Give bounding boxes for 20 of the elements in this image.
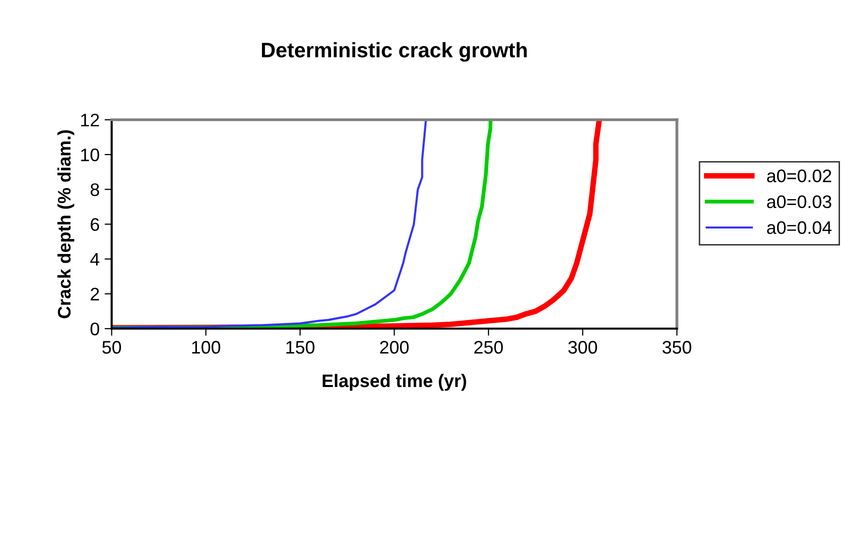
y-tick-label: 2 [90, 288, 99, 300]
x-tick-label: 250 [474, 340, 503, 354]
x-tick-label: 100 [192, 340, 220, 354]
y-axis-title: Crack depth (% diam.) [57, 130, 74, 318]
y-tick-label: 12 [81, 114, 99, 126]
x-tick-label: 350 [662, 340, 692, 354]
legend-label: a0=0.04 [767, 221, 832, 234]
y-tick-label: 0 [90, 322, 100, 336]
x-axis-title: Elapsed time (yr) [322, 374, 466, 391]
y-tick-label: 6 [90, 218, 100, 231]
chart-title: Deterministic crack growth [262, 42, 527, 62]
x-tick-label: 200 [380, 340, 409, 354]
legend-label: a0=0.03 [767, 195, 832, 208]
x-tick-label: 150 [286, 340, 314, 354]
x-tick-label: 300 [568, 340, 598, 354]
y-tick-label: 8 [90, 183, 100, 196]
y-tick-label: 10 [81, 148, 100, 162]
y-tick-label: 4 [90, 253, 100, 266]
legend-label: a0=0.02 [767, 170, 832, 182]
x-tick-label: 50 [102, 340, 122, 354]
